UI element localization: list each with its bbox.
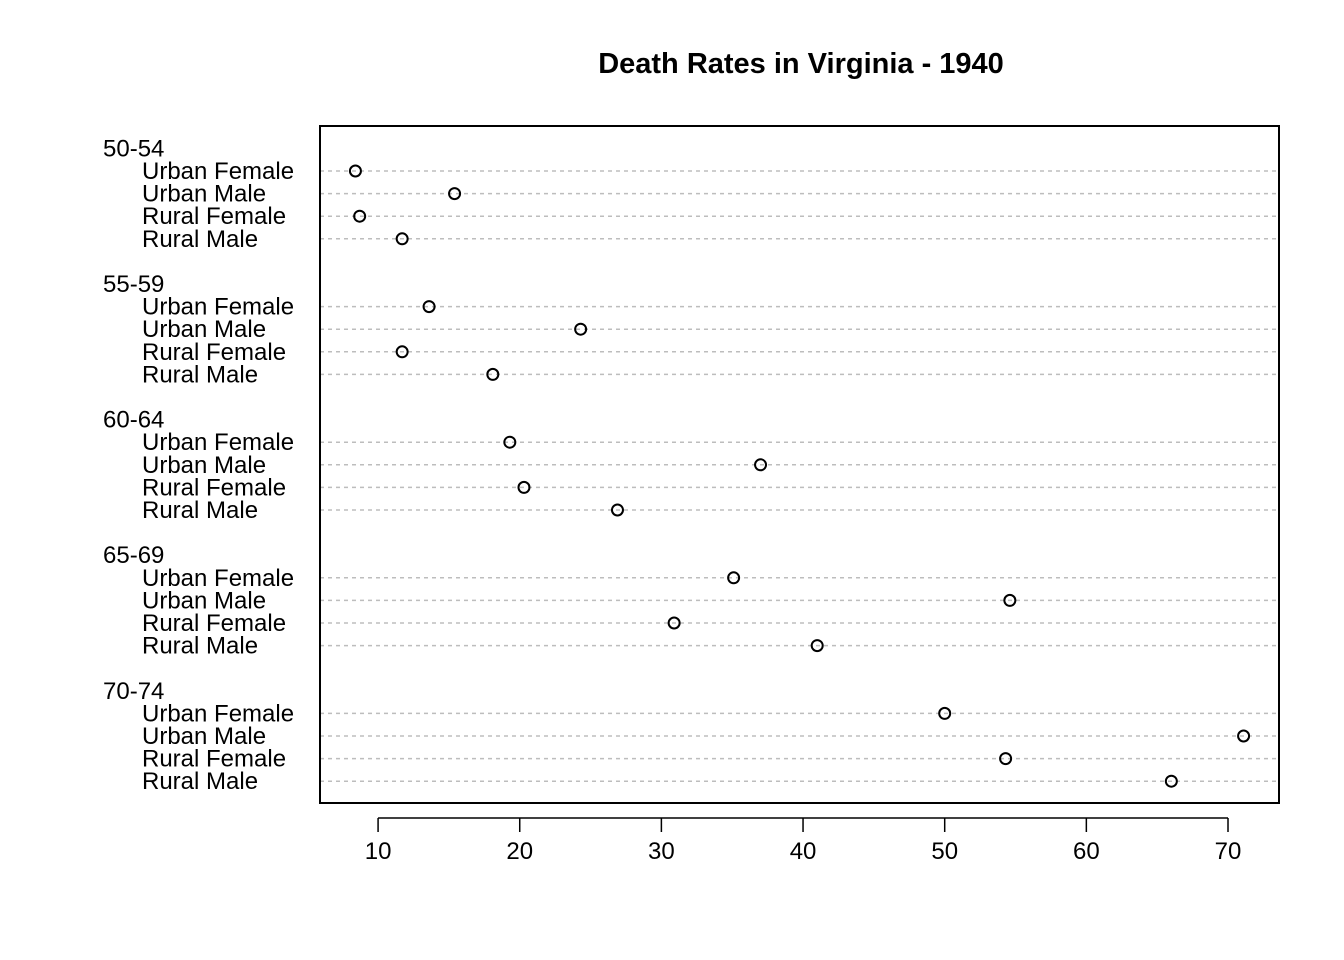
row-label: Urban Female (142, 700, 294, 727)
row-label: Rural Male (142, 497, 258, 524)
row-label: Rural Female (142, 339, 286, 366)
data-point (574, 322, 588, 336)
row-label: Rural Female (142, 474, 286, 501)
x-tick-label: 50 (931, 838, 958, 865)
x-tick-label: 60 (1073, 838, 1100, 865)
row-label: Urban Male (142, 587, 266, 614)
data-point (727, 571, 741, 585)
data-point (1237, 729, 1251, 743)
grid-layer (320, 170, 1279, 782)
row-label: Urban Male (142, 181, 266, 208)
x-tick-label: 70 (1215, 838, 1242, 865)
row-label: Rural Male (142, 226, 258, 253)
x-axis: 10 20 30 40 50 60 70 (365, 817, 1242, 865)
data-point (610, 503, 624, 517)
x-tick-label: 10 (365, 838, 392, 865)
row-label: Urban Female (142, 158, 294, 185)
data-point (395, 345, 409, 359)
x-tick-label: 30 (648, 838, 675, 865)
data-point (810, 639, 824, 653)
row-label: Rural Female (142, 610, 286, 637)
data-point (448, 187, 462, 201)
row-label: Urban Female (142, 565, 294, 592)
data-point (999, 752, 1013, 766)
row-label: Urban Male (142, 452, 266, 479)
data-point (938, 706, 952, 720)
data-point (517, 480, 531, 494)
row-label: Urban Male (142, 316, 266, 343)
row-label: Urban Female (142, 429, 294, 456)
data-point (395, 232, 409, 246)
row-label: Rural Female (142, 203, 286, 230)
chart-title: Death Rates in Virginia - 1940 (598, 48, 1004, 80)
group-label: 60-64 (103, 407, 164, 434)
data-point (754, 458, 768, 472)
x-tick-label: 20 (506, 838, 533, 865)
data-point (1164, 774, 1178, 788)
plot-frame (319, 125, 1280, 804)
data-point (667, 616, 681, 630)
row-label: Urban Male (142, 723, 266, 750)
data-point (353, 209, 367, 223)
group-label: 70-74 (103, 678, 164, 705)
row-label: Rural Male (142, 768, 258, 795)
group-label: 55-59 (103, 271, 164, 298)
data-point (486, 367, 500, 381)
data-point (348, 164, 362, 178)
data-point (503, 435, 517, 449)
row-label: Rural Male (142, 633, 258, 660)
row-label: Rural Female (142, 746, 286, 773)
x-tick-label: 40 (790, 838, 817, 865)
row-label: Urban Female (142, 294, 294, 321)
data-point (422, 300, 436, 314)
data-point (1003, 593, 1017, 607)
group-label: 50-54 (103, 135, 164, 162)
point-layer (348, 164, 1251, 788)
group-label: 65-69 (103, 542, 164, 569)
row-label: Rural Male (142, 361, 258, 388)
